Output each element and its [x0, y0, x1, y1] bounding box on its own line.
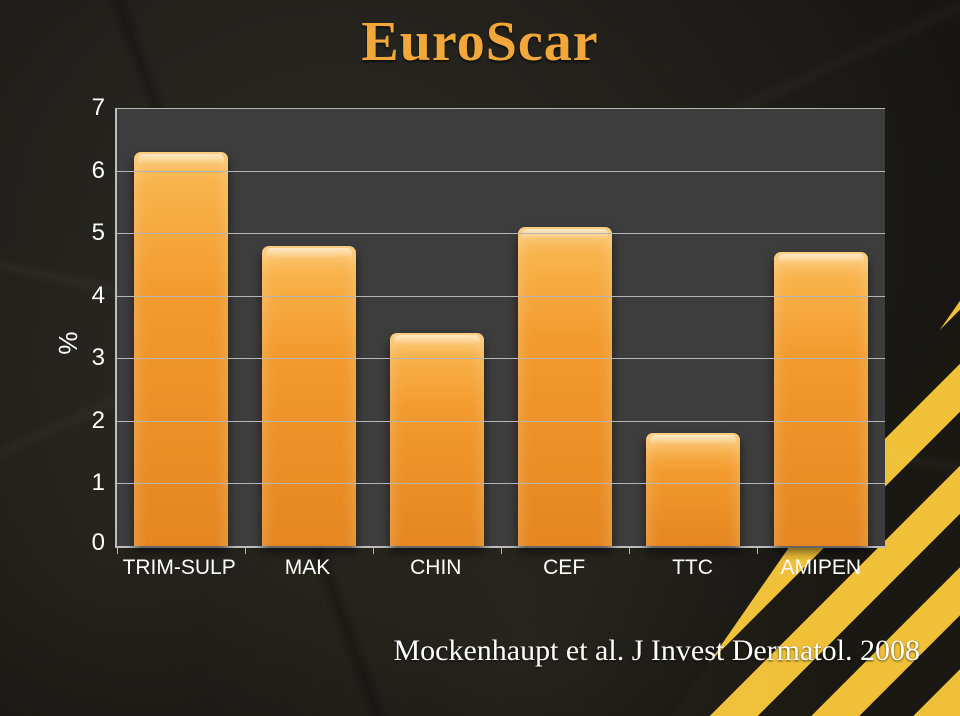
slide-title: EuroScar	[0, 10, 960, 74]
bar-slot	[501, 108, 629, 546]
x-tick-mark	[885, 546, 886, 554]
y-tick-label: 6	[92, 157, 105, 185]
y-tick-label: 3	[92, 344, 105, 372]
grid-line	[117, 233, 885, 234]
y-tick-label: 7	[92, 94, 105, 122]
bar	[646, 433, 741, 546]
y-tick-label: 2	[92, 407, 105, 435]
y-tick-label: 4	[92, 282, 105, 310]
bar-slot	[757, 108, 885, 546]
bar-slot	[629, 108, 757, 546]
y-tick-label: 0	[92, 529, 105, 557]
x-axis-category-label: AMIPEN	[757, 550, 885, 588]
bar-slot	[117, 108, 245, 546]
bar-slot	[373, 108, 501, 546]
x-axis-labels: TRIM-SULPMAKCHINCEFTTCAMIPEN	[115, 550, 885, 588]
x-axis-category-label: CHIN	[372, 550, 500, 588]
grid-line	[117, 421, 885, 422]
plot-area: 01234567	[115, 108, 885, 548]
grid-line	[117, 483, 885, 484]
x-axis-category-label: CEF	[500, 550, 628, 588]
grid-line	[117, 296, 885, 297]
bar	[262, 246, 357, 546]
bar	[518, 227, 613, 546]
y-axis-label: %	[53, 331, 84, 354]
grid-line	[117, 171, 885, 172]
bar	[134, 152, 229, 546]
x-axis-category-label: TTC	[628, 550, 756, 588]
slide-root: EuroScar % 01234567 TRIM-SULPMAKCHINCEFT…	[0, 0, 960, 716]
x-axis-category-label: MAK	[243, 550, 371, 588]
citation-text: Mockenhaupt et al. J Invest Dermatol. 20…	[0, 634, 920, 668]
bar-chart: % 01234567 TRIM-SULPMAKCHINCEFTTCAMIPEN	[55, 98, 905, 588]
y-tick-label: 5	[92, 219, 105, 247]
grid-line	[117, 108, 885, 109]
x-axis-category-label: TRIM-SULP	[115, 550, 243, 588]
bar-slot	[245, 108, 373, 546]
y-tick-label: 1	[92, 469, 105, 497]
bars-container	[117, 108, 885, 546]
bar	[390, 333, 485, 546]
grid-line	[117, 358, 885, 359]
